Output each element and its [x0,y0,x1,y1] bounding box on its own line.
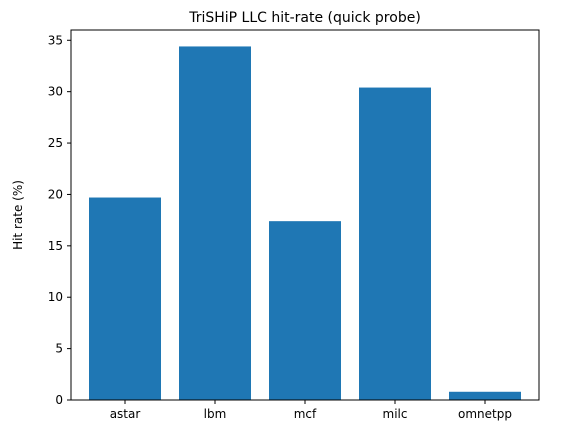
y-tick-label: 35 [48,33,63,47]
y-tick-label: 20 [48,187,63,201]
bar-lbm [179,46,251,400]
y-tick-label: 5 [55,342,63,356]
y-axis-label: Hit rate (%) [11,180,25,250]
x-axis: astar lbm mcf milc omnetpp [110,400,512,421]
y-tick-label: 30 [48,85,63,99]
y-axis: 0 5 10 15 20 25 30 35 [48,33,71,407]
bars-group [89,46,521,401]
x-tick-label: mcf [294,407,317,421]
y-tick-label: 10 [48,290,63,304]
x-tick-label: omnetpp [458,407,512,421]
y-tick-label: 15 [48,239,63,253]
bar-mcf [269,221,341,400]
bar-astar [89,197,161,400]
y-tick-label: 25 [48,136,63,150]
y-tick-label: 0 [55,393,63,407]
x-tick-label: milc [383,407,408,421]
x-tick-label: astar [110,407,141,421]
plot-frame [70,29,540,401]
bar-omnetpp [449,391,521,400]
x-tick-label: lbm [204,407,227,421]
chart-title: TriSHiP LLC hit-rate (quick probe) [188,10,421,26]
bar-milc [359,87,431,401]
